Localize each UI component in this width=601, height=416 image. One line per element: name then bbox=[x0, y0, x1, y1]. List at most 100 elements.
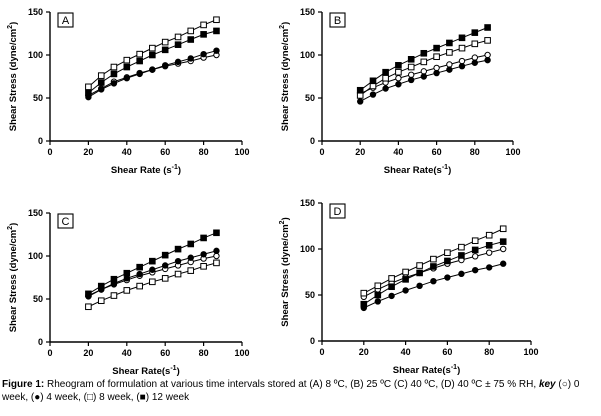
data-point bbox=[161, 275, 169, 282]
data-point bbox=[369, 77, 377, 85]
data-point bbox=[407, 56, 415, 63]
data-point bbox=[110, 70, 118, 78]
x-tick-label: 80 bbox=[484, 347, 494, 357]
data-point bbox=[484, 37, 491, 44]
data-point bbox=[446, 49, 453, 56]
data-point bbox=[123, 75, 131, 82]
data-point bbox=[471, 253, 479, 260]
y-axis-title: Shear Stress (dyne/cm2) bbox=[7, 22, 19, 132]
data-point bbox=[110, 80, 118, 87]
data-point bbox=[458, 62, 466, 70]
data-point bbox=[187, 55, 194, 62]
data-point bbox=[485, 242, 493, 249]
data-point bbox=[382, 68, 389, 76]
series-filled-circle bbox=[85, 247, 220, 300]
series-filled-circle bbox=[357, 56, 491, 105]
panel-label-box bbox=[57, 12, 74, 28]
data-point bbox=[416, 282, 423, 289]
data-point bbox=[97, 72, 105, 79]
data-point bbox=[200, 21, 207, 29]
data-point bbox=[420, 68, 428, 75]
data-point bbox=[458, 243, 465, 251]
data-point bbox=[174, 41, 182, 48]
y-tick-label: 0 bbox=[38, 337, 43, 347]
data-point bbox=[174, 245, 182, 253]
data-point bbox=[200, 263, 207, 270]
x-tick-label: 20 bbox=[83, 147, 93, 157]
series-line bbox=[88, 54, 217, 96]
data-point bbox=[123, 269, 131, 277]
y-tick-label: 150 bbox=[300, 7, 315, 17]
data-point bbox=[174, 58, 182, 66]
data-point bbox=[85, 83, 92, 91]
data-point bbox=[458, 34, 466, 42]
data-point bbox=[444, 249, 451, 256]
data-point bbox=[110, 63, 118, 71]
data-point bbox=[395, 81, 402, 88]
x-tick-label: 40 bbox=[122, 348, 132, 358]
series-line bbox=[88, 30, 217, 94]
series-open-square bbox=[85, 16, 220, 91]
figure-panels: 0 50 100 150 0 20 40 60 80 100 Shear Rate (s-1) She… bbox=[7, 7, 539, 377]
y-tick-label: 50 bbox=[33, 294, 43, 304]
data-point bbox=[484, 51, 491, 59]
x-axis-title: Shear Rate(s-1) bbox=[393, 364, 461, 376]
data-point bbox=[430, 255, 437, 263]
data-point bbox=[123, 287, 131, 294]
data-point bbox=[458, 270, 465, 278]
data-point bbox=[174, 33, 182, 41]
x-tick-label: 40 bbox=[401, 347, 411, 357]
data-point bbox=[85, 290, 92, 298]
caption-key-text: (○) 0 week, (●) 4 week, (□) 8 week, (■) … bbox=[2, 379, 580, 403]
series-filled-circle bbox=[360, 260, 507, 312]
caption-text: Rheogram of formulation at various time … bbox=[44, 379, 539, 390]
data-point bbox=[471, 59, 478, 66]
y-tick-label: 0 bbox=[310, 136, 315, 146]
data-point bbox=[213, 247, 220, 255]
x-tick-label: 100 bbox=[523, 347, 538, 357]
data-point bbox=[356, 86, 364, 94]
data-point bbox=[430, 278, 437, 285]
data-point bbox=[110, 275, 118, 283]
x-tick-label: 0 bbox=[319, 147, 324, 157]
x-tick-label: 20 bbox=[83, 348, 93, 358]
series-open-square bbox=[85, 259, 220, 311]
data-point bbox=[213, 229, 220, 237]
data-point bbox=[161, 46, 169, 54]
data-point bbox=[500, 245, 507, 253]
data-point bbox=[187, 36, 195, 43]
data-point bbox=[500, 260, 507, 267]
panel-label: C bbox=[62, 216, 70, 228]
data-point bbox=[136, 70, 143, 78]
data-point bbox=[213, 27, 220, 35]
data-point bbox=[360, 289, 368, 297]
data-point bbox=[136, 263, 143, 271]
data-point bbox=[97, 79, 105, 86]
data-point bbox=[162, 62, 169, 69]
data-point bbox=[174, 270, 182, 278]
chart-panel-c: 0 50 100 150 0 20 40 60 80 100 Shear Rate(s-1) Shea… bbox=[7, 208, 250, 377]
y-tick-label: 100 bbox=[300, 50, 315, 60]
data-point bbox=[446, 61, 453, 68]
data-point bbox=[187, 254, 194, 261]
data-point bbox=[369, 91, 377, 98]
data-point bbox=[402, 268, 409, 276]
y-tick-label: 0 bbox=[310, 336, 315, 346]
data-point bbox=[407, 76, 415, 84]
data-point bbox=[213, 16, 220, 24]
data-point bbox=[486, 264, 493, 271]
data-point bbox=[110, 292, 118, 299]
data-point bbox=[200, 234, 207, 242]
data-point bbox=[420, 58, 428, 66]
data-point bbox=[382, 74, 389, 82]
data-point bbox=[499, 225, 507, 233]
data-point bbox=[407, 71, 415, 78]
x-tick-label: 80 bbox=[199, 348, 209, 358]
data-point bbox=[374, 298, 382, 305]
data-point bbox=[395, 68, 402, 76]
figure-caption: Figure 1: Rheogram of formulation at var… bbox=[2, 379, 598, 404]
x-tick-label: 20 bbox=[359, 347, 369, 357]
panel-label: B bbox=[334, 15, 341, 27]
data-point bbox=[374, 282, 382, 290]
series-line bbox=[359, 59, 488, 102]
